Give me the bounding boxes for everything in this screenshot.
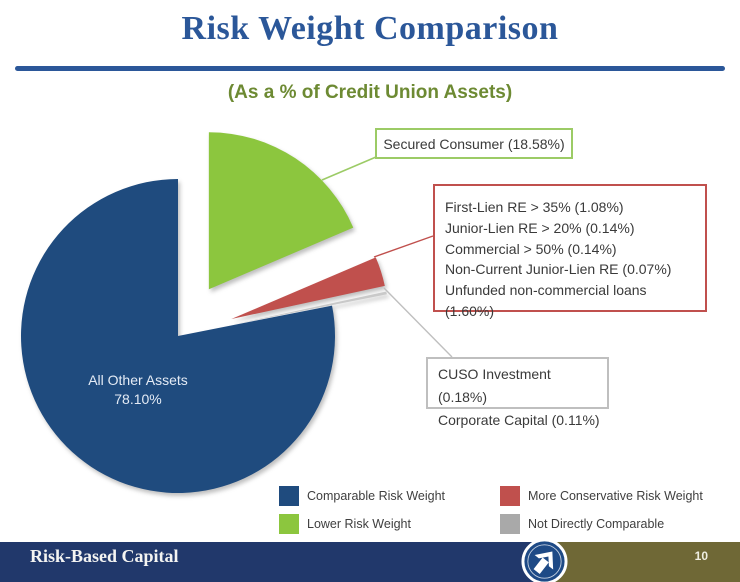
legend-label: Lower Risk Weight (307, 517, 411, 531)
callout-more-conservative: First-Lien RE > 35% (1.08%) Junior-Lien … (433, 184, 707, 319)
pie-slice-all-other-assets (20, 179, 335, 494)
callout-line: CUSO Investment (0.18%) (438, 366, 551, 405)
pie-slice-label-all-other-assets: All Other Assets 78.10% (58, 371, 218, 409)
callout-line: First-Lien RE > 35% (1.08%) (445, 199, 624, 215)
leader-lines (321, 156, 453, 358)
callout-line: Corporate Capital (0.11%) (438, 412, 600, 428)
legend-item-lower: Lower Risk Weight (279, 514, 411, 534)
pie-slice-secured-consumer (208, 132, 354, 290)
pie-label-name: All Other Assets (88, 372, 188, 388)
legend-label: Comparable Risk Weight (307, 489, 446, 503)
legend-swatch-comparable (279, 486, 299, 506)
title-divider (15, 66, 725, 71)
legend-item-not-comparable: Not Directly Comparable (500, 514, 664, 534)
legend-swatch-more-conservative (500, 486, 520, 506)
callout-secured-consumer: Secured Consumer (18.58%) (375, 128, 573, 159)
pie-slices (20, 132, 387, 494)
legend-label: More Conservative Risk Weight (528, 489, 703, 503)
leader-line-not-directly-comparable (383, 287, 453, 358)
legend-label: Not Directly Comparable (528, 517, 665, 531)
legend-swatch-lower (279, 514, 299, 534)
page-number: 10 (694, 549, 708, 563)
leader-line-secured-consumer (321, 156, 377, 181)
leader-line-more-conservative (373, 235, 434, 258)
footer-accent-block (548, 542, 740, 582)
callout-line: Junior-Lien RE > 20% (0.14%) (445, 219, 635, 236)
pie-slice-not-directly-comparable-group (232, 291, 387, 325)
legend-swatch-not-comparable (500, 514, 520, 534)
callout-line: Unfunded non-commercial loans (1.60%) (445, 282, 647, 319)
legend-item-more-conservative: More Conservative Risk Weight (500, 486, 703, 506)
callout-line: Secured Consumer (18.58%) (383, 135, 565, 152)
organization-logo-icon (521, 538, 568, 582)
callout-line: Commercial > 50% (0.14%) (445, 240, 617, 257)
page-subtitle: (As a % of Credit Union Assets) (227, 82, 513, 103)
pie-slice-more-conservative-group (231, 257, 385, 320)
callout-not-directly-comparable: CUSO Investment (0.18%) Corporate Capita… (426, 357, 609, 428)
legend-item-comparable: Comparable Risk Weight (279, 486, 445, 506)
pie-label-value: 78.10% (114, 391, 162, 407)
page-title: Risk Weight Comparison (181, 10, 559, 47)
callout-line: Non-Current Junior-Lien RE (0.07%) (445, 261, 672, 278)
footer-title: Risk-Based Capital (30, 546, 179, 566)
